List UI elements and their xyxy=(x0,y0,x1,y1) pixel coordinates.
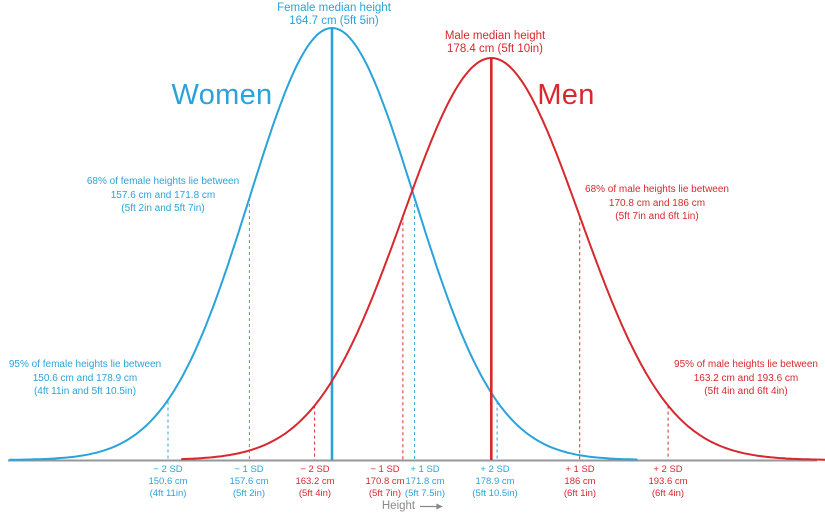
sd-label-women-plus1: + 1 SD 171.8 cm (5ft 7.5in) xyxy=(405,464,445,499)
x-axis-label: Height xyxy=(382,500,444,512)
cm-line: 178.9 cm xyxy=(475,475,515,487)
male-95pct-line2: 163.2 cm and 193.6 cm xyxy=(693,372,799,384)
sd-label-women-minus1: − 1 SD 157.6 cm (5ft 2in) xyxy=(229,464,268,499)
female-68pct-annotation: 68% of female heights lie between 157.6 … xyxy=(87,175,239,216)
female-68pct-line3: (5ft 2in and 5ft 7in) xyxy=(121,203,205,214)
male-median-value: 178.4 cm (5ft 10in) xyxy=(447,43,543,55)
ftin-line: (5ft 2in) xyxy=(232,487,266,499)
men-distribution-curve xyxy=(181,56,825,461)
sd-line: − 2 SD xyxy=(153,464,183,475)
cm-line: 171.8 cm xyxy=(405,475,445,487)
female-median-annotation: Female median height 164.7 cm (5ft 5in) xyxy=(277,2,391,28)
ftin-line: (6ft 4in) xyxy=(651,487,685,499)
male-68pct-line3: (5ft 7in and 6ft 1in) xyxy=(615,211,699,222)
ftin-line: (6ft 1in) xyxy=(563,487,597,499)
male-95pct-line1: 95% of male heights lie between xyxy=(674,359,818,370)
cm-line: 150.6 cm xyxy=(148,475,188,487)
female-68pct-line2: 157.6 cm and 171.8 cm xyxy=(110,189,216,201)
sd-label-women-plus2: + 2 SD 178.9 cm (5ft 10.5in) xyxy=(472,464,517,499)
male-median-annotation: Male median height 178.4 cm (5ft 10in) xyxy=(445,30,545,56)
female-95pct-line2: 150.6 cm and 178.9 cm xyxy=(32,372,138,384)
sd-label-men-plus1: + 1 SD 186 cm (6ft 1in) xyxy=(564,464,596,499)
sd-line: + 1 SD xyxy=(410,464,440,475)
cm-line: 186 cm xyxy=(564,475,596,487)
cm-line: 157.6 cm xyxy=(229,475,269,487)
sd-line: − 2 SD xyxy=(300,464,330,475)
male-95pct-annotation: 95% of male heights lie between 163.2 cm… xyxy=(674,358,818,399)
ftin-line: (5ft 4in) xyxy=(298,487,332,499)
sd-label-men-minus2: − 2 SD 163.2 cm (5ft 4in) xyxy=(295,464,334,499)
male-68pct-line1: 68% of male heights lie between xyxy=(585,184,729,195)
sd-label-women-minus2: − 2 SD 150.6 cm (4ft 11in) xyxy=(148,464,187,499)
female-median-value: 164.7 cm (5ft 5in) xyxy=(289,15,379,27)
male-median-title: Male median height xyxy=(444,30,546,42)
ftin-line: (4ft 11in) xyxy=(149,487,187,499)
women-series-label: Women xyxy=(171,79,273,111)
sd-line: + 2 SD xyxy=(653,464,683,475)
cm-line: 193.6 cm xyxy=(648,475,688,487)
ftin-line: (5ft 7in) xyxy=(368,487,402,499)
cm-line: 163.2 cm xyxy=(295,475,335,487)
female-95pct-line3: (4ft 11in and 5ft 10.5in) xyxy=(33,386,137,397)
women-distribution-curve xyxy=(9,26,638,461)
male-68pct-annotation: 68% of male heights lie between 170.8 cm… xyxy=(585,183,729,224)
sd-line: − 1 SD xyxy=(234,464,264,475)
right-arrow-icon xyxy=(420,503,444,509)
female-95pct-annotation: 95% of female heights lie between 150.6 … xyxy=(9,358,161,399)
female-95pct-line1: 95% of female heights lie between xyxy=(8,359,162,370)
men-series-label: Men xyxy=(537,79,595,111)
sd-line: − 1 SD xyxy=(370,464,400,475)
male-68pct-line2: 170.8 cm and 186 cm xyxy=(608,197,706,209)
sd-line: + 1 SD xyxy=(565,464,595,475)
cm-line: 170.8 cm xyxy=(365,475,405,487)
ftin-line: (5ft 10.5in) xyxy=(472,487,518,499)
female-median-title: Female median height xyxy=(277,2,391,14)
sd-label-men-plus2: + 2 SD 193.6 cm (6ft 4in) xyxy=(648,464,687,499)
ftin-line: (5ft 7.5in) xyxy=(404,487,446,499)
sd-line: + 2 SD xyxy=(480,464,510,475)
male-95pct-line3: (5ft 4in and 6ft 4in) xyxy=(704,386,788,397)
female-68pct-line1: 68% of female heights lie between xyxy=(86,176,240,187)
x-axis-label-text: Height xyxy=(381,500,416,512)
sd-label-men-minus1: − 1 SD 170.8 cm (5ft 7in) xyxy=(365,464,404,499)
